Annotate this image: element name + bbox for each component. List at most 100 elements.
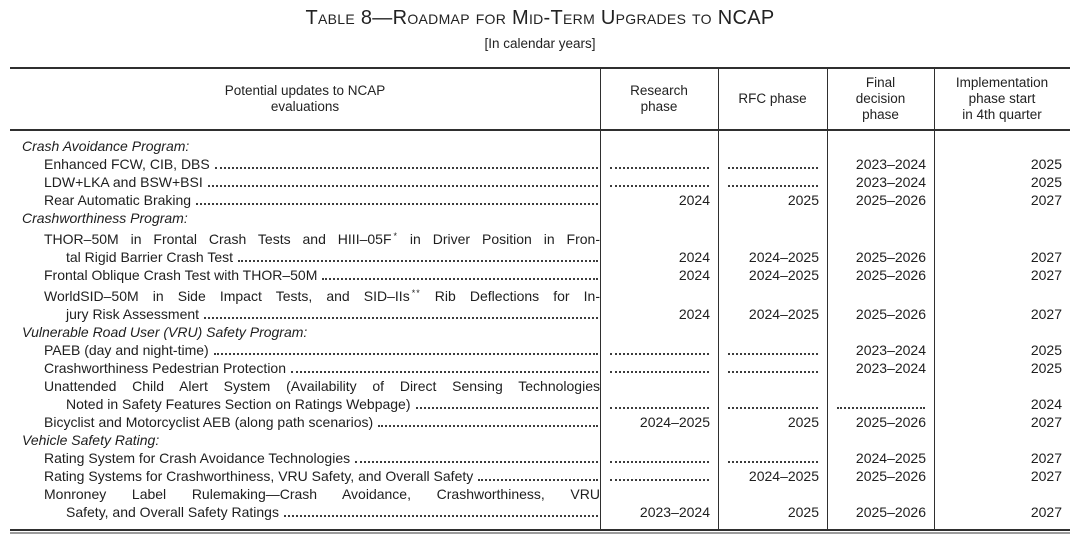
cell-impl: 2025 [934, 359, 1070, 377]
row-label-cell: Bicyclist and Motorcyclist AEB (along pa… [10, 413, 600, 431]
cell-rfc [718, 323, 827, 341]
cell-final [827, 323, 934, 341]
year-value: 2025–2026 [855, 468, 926, 484]
year-value: 2025–2026 [855, 504, 926, 520]
cell-final: 2023–2024 [827, 155, 934, 173]
table-row: Rating System for Crash Avoidance Techno… [10, 449, 1070, 467]
year-value: 2025–2026 [855, 249, 926, 265]
ncap-roadmap-table: Potential updates to NCAP evaluations Re… [10, 67, 1070, 534]
cell-rfc [718, 431, 827, 449]
cell-impl [934, 323, 1070, 341]
table-row: PAEB (day and night-time) 2023–2024 2025 [10, 341, 1070, 359]
dot-leader [355, 461, 598, 463]
cell-final [827, 431, 934, 449]
row-label-text: PAEB (day and night-time) [44, 342, 209, 358]
dot-leader [322, 278, 598, 280]
dot-leader [728, 407, 818, 409]
row-label-text: Crashworthiness Pedestrian Protection [44, 360, 287, 376]
year-value: 2024–2025 [639, 414, 710, 430]
section-row: Vulnerable Road User (VRU) Safety Progra… [10, 323, 1070, 341]
table-row: THOR–50M in Frontal Crash Tests and HIII… [10, 227, 1070, 266]
dot-leader [204, 317, 598, 319]
table-bottom-rule-shadow [10, 532, 1070, 534]
dot-leader [610, 167, 709, 169]
dot-leader [238, 260, 598, 262]
dot-leader [196, 203, 598, 205]
cell-research [600, 359, 718, 377]
cell-impl [934, 209, 1070, 227]
row-label-cell: Unattended Child Alert System (Availabil… [10, 377, 600, 413]
row-label-text: Unattended Child Alert System (Availabil… [44, 378, 600, 394]
cell-research [600, 341, 718, 359]
year-value: 2023–2024 [855, 360, 926, 376]
row-label-line: Rating Systems for Crashworthiness, VRU … [10, 467, 600, 485]
cell-research: 2024 [600, 266, 718, 284]
row-label-line: Enhanced FCW, CIB, DBS [10, 155, 600, 173]
row-label-line: jury Risk Assessment [10, 305, 600, 323]
cell-final: 2025–2026 [827, 191, 934, 209]
table-row: WorldSID–50M in Side Impact Tests, and S… [10, 284, 1070, 323]
row-label-text: THOR–50M in Frontal Crash Tests and HIII… [44, 231, 600, 247]
year-value: 2024 [678, 249, 710, 265]
row-label-line: Bicyclist and Motorcyclist AEB (along pa… [10, 413, 600, 431]
table-top-rule [10, 67, 1070, 69]
year-value: 2025 [1030, 360, 1062, 376]
cell-research [600, 173, 718, 191]
cell-research: 2024 [600, 227, 718, 266]
row-label-text: Bicyclist and Motorcyclist AEB (along pa… [44, 414, 374, 430]
cell-rfc: 2025 [718, 485, 827, 521]
cell-research: 2024 [600, 284, 718, 323]
dot-leader [213, 353, 598, 355]
year-value: 2027 [1030, 192, 1062, 208]
cell-research: 2023–2024 [600, 485, 718, 521]
row-label-line: Monroney Label Rulemaking—Crash Avoidanc… [10, 485, 600, 503]
section-row: Vehicle Safety Rating: [10, 431, 1070, 449]
dot-leader [728, 371, 818, 373]
dot-leader [610, 479, 709, 481]
year-value: 2025 [787, 504, 819, 520]
row-label-cell: Crashworthiness Program: [10, 209, 600, 227]
dot-leader [610, 407, 709, 409]
section-row: Crashworthiness Program: [10, 209, 1070, 227]
section-label: Vulnerable Road User (VRU) Safety Progra… [22, 324, 308, 340]
cell-final [827, 209, 934, 227]
dot-leader [283, 515, 598, 517]
year-value: 2025–2026 [855, 192, 926, 208]
table-row: LDW+LKA and BSW+BSI 2023–2024 2025 [10, 173, 1070, 191]
cell-impl [934, 137, 1070, 155]
year-value: 2025 [1030, 174, 1062, 190]
year-value: 2024–2025 [748, 249, 819, 265]
cell-final: 2025–2026 [827, 284, 934, 323]
cell-rfc: 2024–2025 [718, 467, 827, 485]
section-row: Crash Avoidance Program: [10, 137, 1070, 155]
header-rfc-phase: RFC phase [738, 91, 807, 106]
column-divider [600, 69, 601, 529]
year-value: 2023–2024 [855, 342, 926, 358]
cell-impl: 2025 [934, 155, 1070, 173]
year-value: 2024–2025 [748, 267, 819, 283]
row-label-text: jury Risk Assessment [66, 306, 200, 322]
cell-final [827, 137, 934, 155]
dot-leader [610, 353, 709, 355]
cell-impl: 2027 [934, 467, 1070, 485]
year-value: 2027 [1030, 306, 1062, 322]
header-implementation-phase: Implementation phase start in 4th quarte… [955, 75, 1049, 122]
dot-leader [415, 407, 598, 409]
row-label-cell: Frontal Oblique Crash Test with THOR–50M [10, 266, 600, 284]
dot-leader [291, 371, 598, 373]
cell-final: 2023–2024 [827, 341, 934, 359]
year-value: 2025 [1030, 156, 1062, 172]
cell-research [600, 137, 718, 155]
row-label-text: Monroney Label Rulemaking—Crash Avoidanc… [44, 486, 600, 502]
year-value: 2027 [1030, 450, 1062, 466]
row-label-cell: LDW+LKA and BSW+BSI [10, 173, 600, 191]
dot-leader [728, 353, 818, 355]
row-label-text: Safety, and Overall Safety Ratings [66, 504, 279, 520]
year-value: 2024–2025 [748, 468, 819, 484]
row-label-text: Rear Automatic Braking [44, 192, 192, 208]
cell-rfc [718, 359, 827, 377]
cell-research [600, 209, 718, 227]
cell-impl: 2027 [934, 266, 1070, 284]
year-value: 2024 [1030, 396, 1062, 412]
cell-impl: 2027 [934, 485, 1070, 521]
